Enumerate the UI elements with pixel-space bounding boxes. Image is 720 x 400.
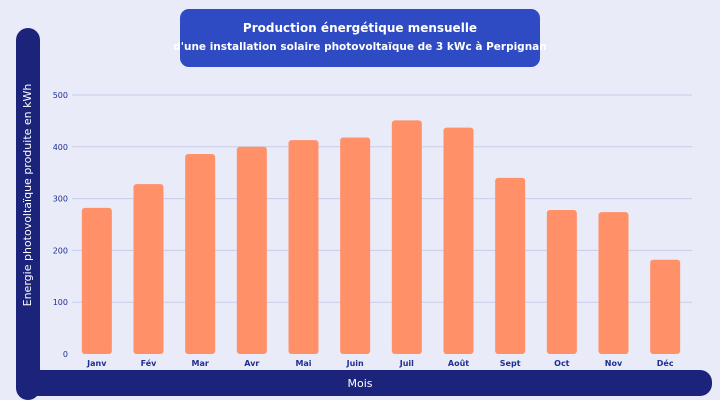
bar [81,207,112,354]
y-tick-label: 200 [53,246,68,255]
bar [288,140,319,354]
grid [72,94,692,303]
x-tick-label: Avr [244,359,259,368]
bar [443,127,474,354]
x-axis-ticks: Janv Fév Mar Avr Mai Juin Juil Août Sept Oct Nov Dé… [86,358,674,368]
bar [133,184,164,354]
x-tick-label: Juil [399,359,414,368]
y-tick-label: 400 [53,143,68,152]
y-tick-label: 500 [53,91,68,100]
x-tick-label: Fév [141,358,158,368]
bar [546,209,577,354]
bar [598,212,629,354]
y-axis-band [16,28,40,400]
bar [391,120,422,354]
y-axis-title: Energie photovoltaïque produite en kWh [21,84,34,307]
bar [340,137,371,354]
x-tick-label: Déc [657,358,674,368]
x-axis-title: Mois [347,377,372,390]
x-tick-label: Janv [86,359,107,368]
x-tick-label: Juin [346,359,364,368]
y-tick-label: 0 [63,350,68,359]
bars [81,120,681,354]
title-box [180,9,540,67]
bar [495,177,526,354]
y-axis-ticks: 0 100 200 300 400 500 [53,91,68,359]
x-tick-label: Mar [192,359,209,368]
chart-title: Production énergétique mensuelle [243,21,477,35]
x-tick-label: Août [448,359,469,368]
x-tick-label: Sept [500,359,521,368]
chart-subtitle: d'une installation solaire photovoltaïqu… [173,41,547,53]
x-tick-label: Mai [295,359,311,368]
y-tick-label: 100 [53,298,68,307]
bar [650,259,681,354]
x-axis-band [16,370,712,396]
bar [236,146,267,354]
x-tick-label: Nov [605,359,623,368]
y-tick-label: 300 [53,195,68,204]
x-tick-label: Oct [554,359,570,368]
bar [185,154,216,354]
